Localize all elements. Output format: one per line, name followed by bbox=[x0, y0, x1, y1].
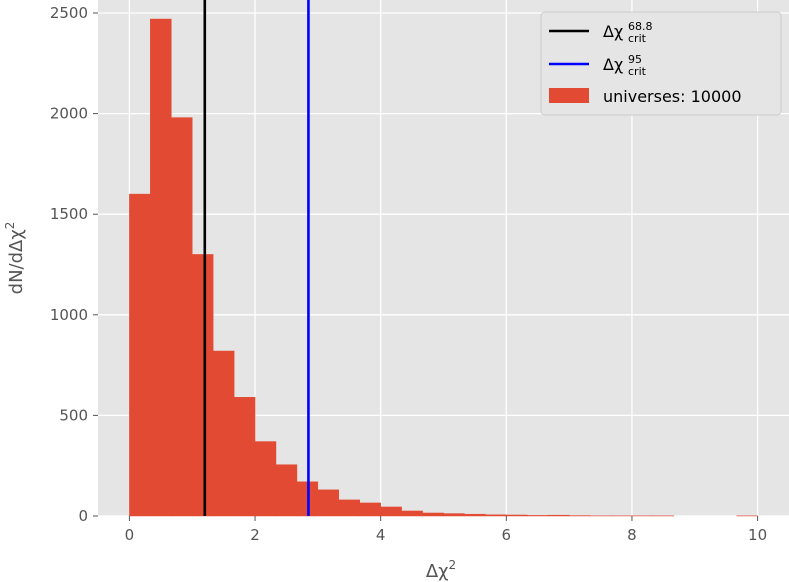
histogram-bar bbox=[191, 254, 214, 517]
histogram-bar bbox=[338, 499, 361, 517]
x-axis: 0 2 4 6 8 10 bbox=[125, 516, 767, 544]
y-tick-label: 500 bbox=[59, 406, 88, 424]
legend-bar-swatch bbox=[549, 88, 589, 103]
histogram-bar bbox=[129, 193, 151, 517]
histogram-bar bbox=[422, 512, 444, 517]
x-tick-label: 4 bbox=[376, 526, 386, 544]
histogram-bar bbox=[254, 441, 277, 517]
histogram-bar bbox=[547, 514, 570, 517]
x-axis-label: Δχ2 bbox=[426, 558, 456, 582]
histogram-bar bbox=[317, 489, 340, 517]
histogram-bar bbox=[443, 513, 465, 517]
legend-label: Δχ 68.8 crit bbox=[603, 20, 653, 45]
y-tick-label: 2500 bbox=[50, 4, 88, 22]
histogram-bar bbox=[150, 18, 172, 517]
histogram-bar bbox=[171, 117, 193, 517]
legend-label: universes: 10000 bbox=[603, 87, 742, 106]
histogram-bar bbox=[464, 513, 486, 517]
histogram-bar bbox=[526, 515, 549, 517]
histogram-bar bbox=[212, 350, 235, 517]
x-tick-label: 6 bbox=[502, 526, 512, 544]
histogram-bar bbox=[359, 502, 381, 517]
y-tick-label: 1000 bbox=[50, 306, 88, 324]
y-tick-label: 0 bbox=[78, 507, 88, 525]
histogram-bar bbox=[233, 397, 256, 517]
histogram-bar bbox=[275, 464, 298, 517]
histogram-bar bbox=[380, 506, 402, 517]
y-axis-label: dN/dΔχ2 bbox=[3, 222, 27, 295]
y-axis: 0 500 1000 1500 2000 2500 bbox=[50, 4, 98, 525]
histogram-bar bbox=[506, 514, 528, 517]
x-tick-label: 8 bbox=[627, 526, 637, 544]
x-tick-label: 2 bbox=[250, 526, 260, 544]
y-tick-label: 1500 bbox=[50, 205, 88, 223]
x-tick-label: 0 bbox=[125, 526, 135, 544]
histogram-bar bbox=[401, 510, 423, 517]
y-tick-label: 2000 bbox=[50, 105, 88, 123]
histogram-bar bbox=[485, 514, 507, 517]
legend-box bbox=[540, 11, 782, 116]
x-tick-label: 10 bbox=[748, 526, 767, 544]
